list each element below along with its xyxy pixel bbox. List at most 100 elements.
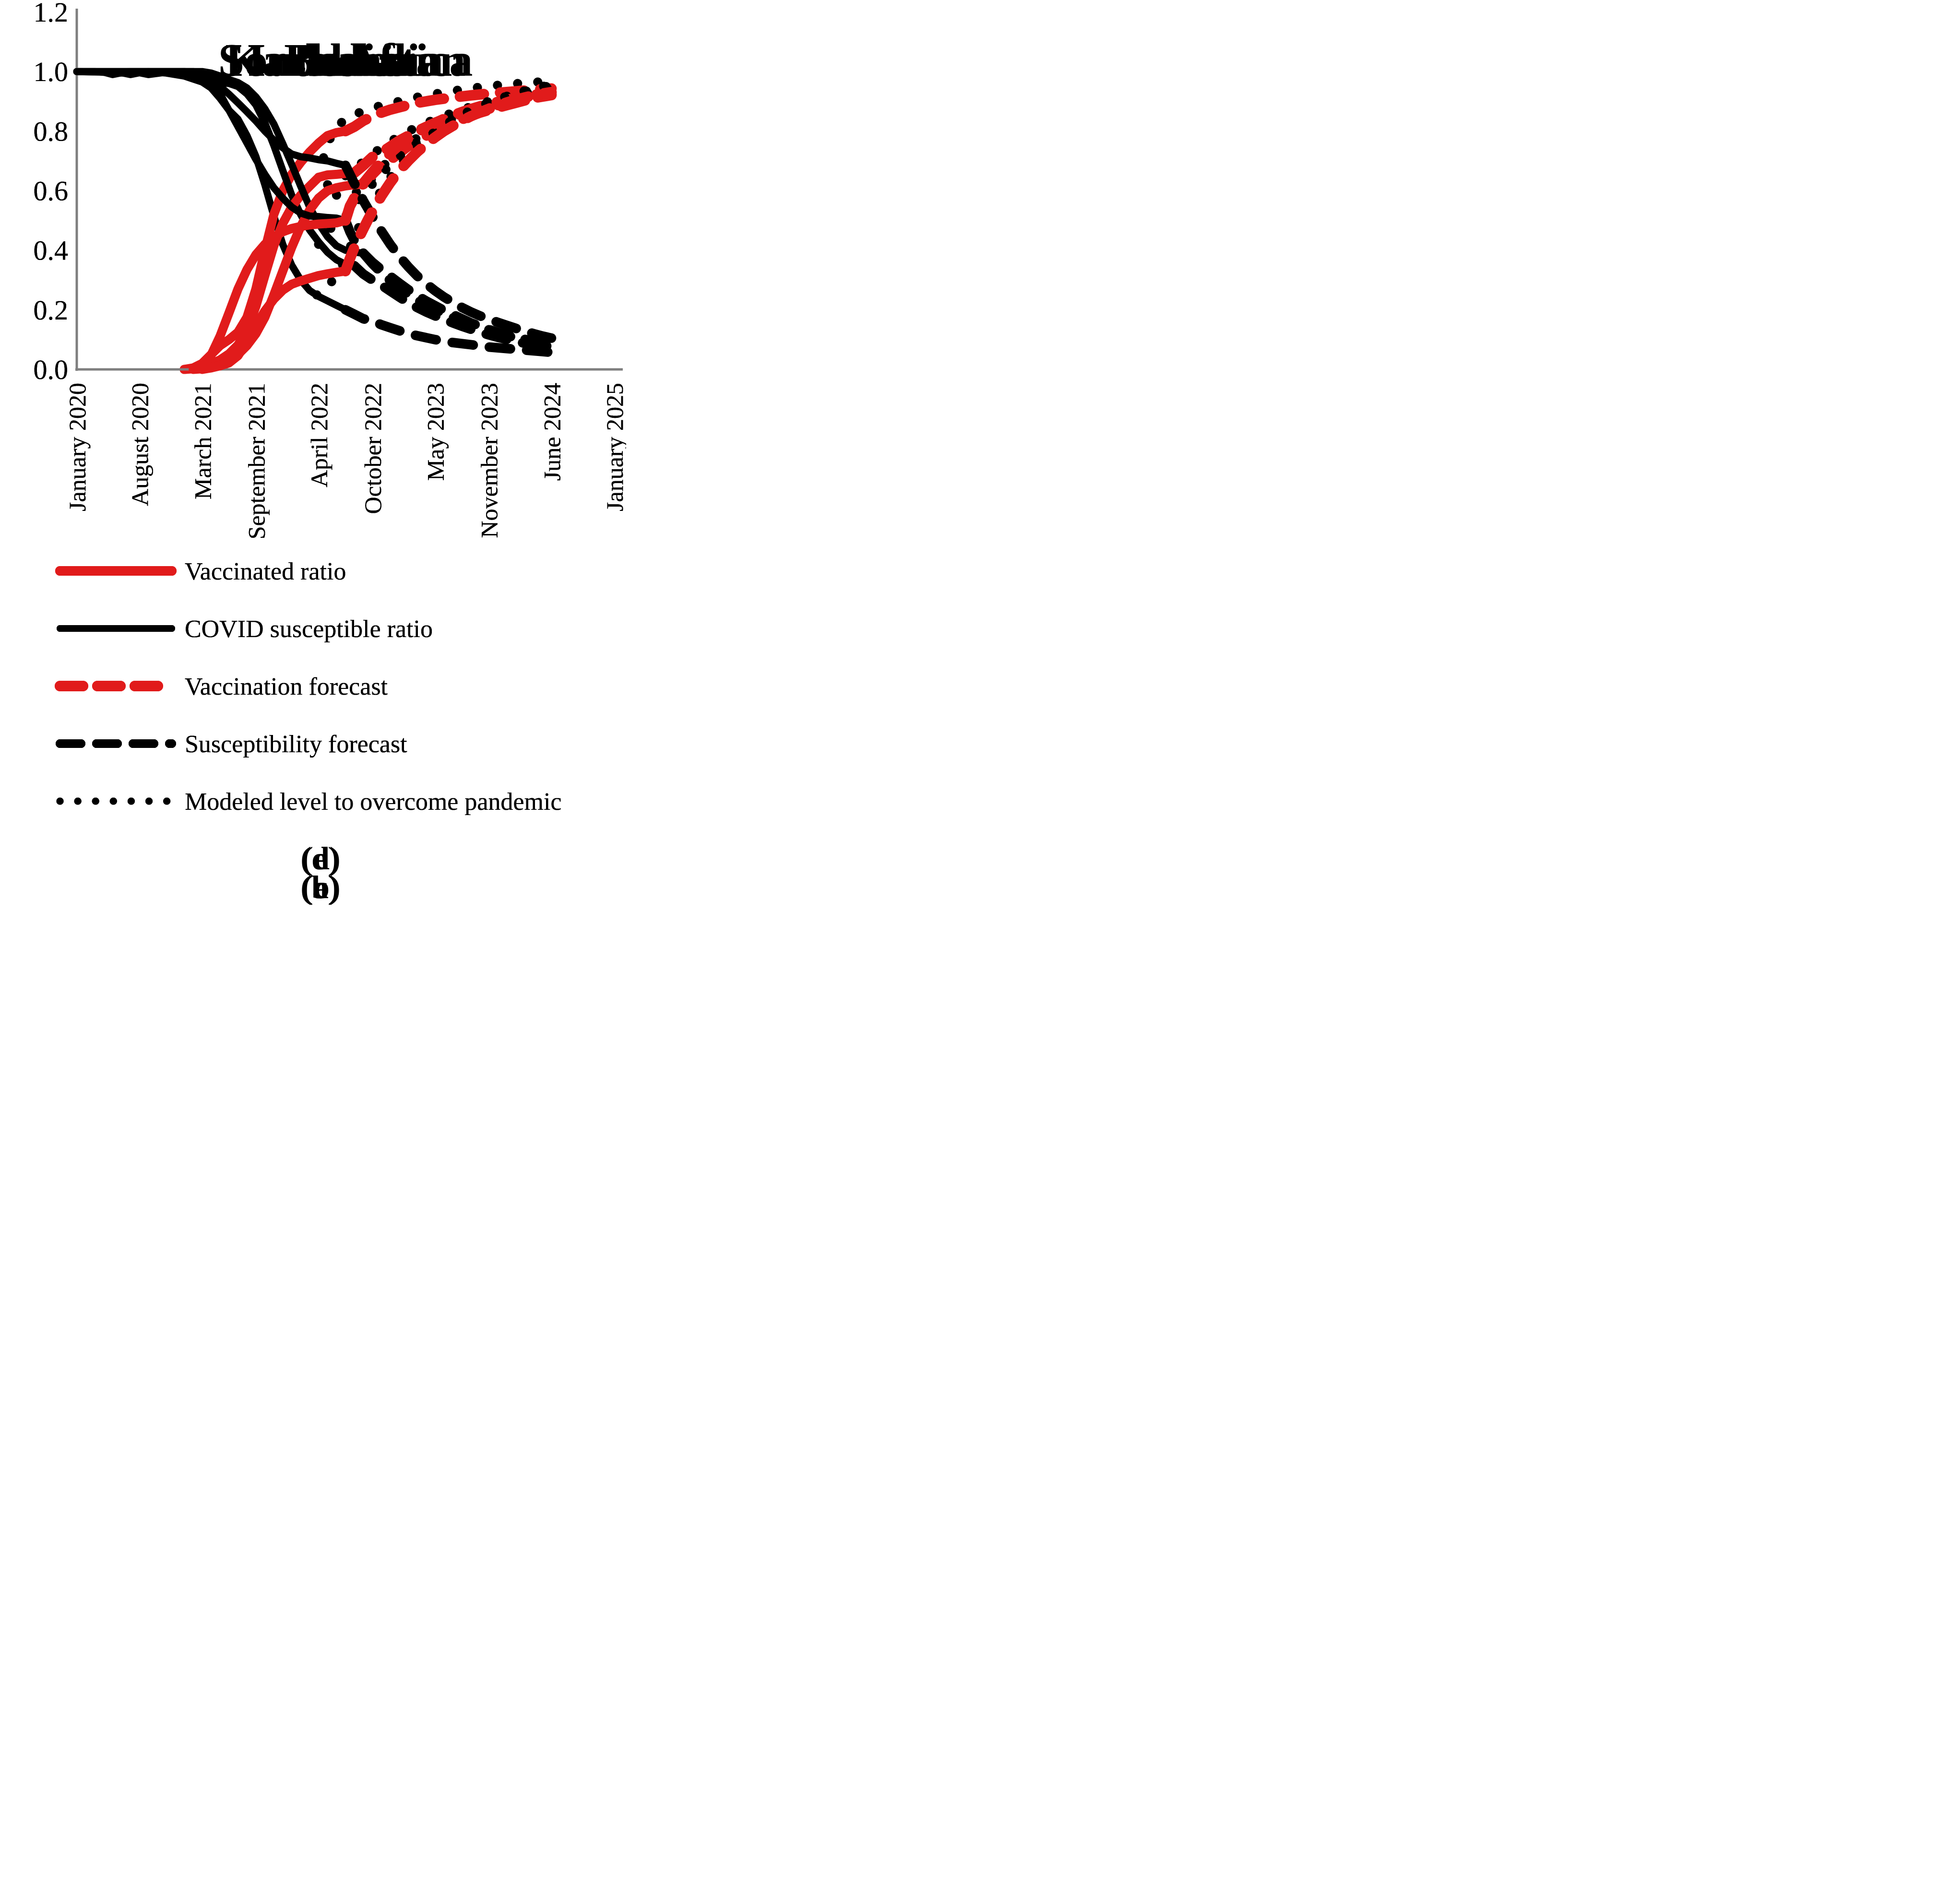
- x-tick-label: August 2020: [127, 383, 154, 506]
- x-tick-label: October 2022: [359, 383, 386, 514]
- y-tick-label: 0.4: [34, 235, 69, 266]
- chart-e: South Africa1.21.00.80.60.40.20.0January…: [34, 0, 629, 876]
- x-tick-label: August 2020: [127, 383, 154, 506]
- x-tick-label: August 2020: [127, 383, 154, 506]
- legend-label: Modeled level to overcome pandemic: [185, 788, 561, 816]
- legend-label: Vaccinated ratio: [185, 558, 346, 585]
- y-tick-label: 0.6: [34, 176, 69, 207]
- panel-label: (a): [301, 869, 339, 905]
- series-modeled: [314, 76, 556, 182]
- y-tick-label: 1.0: [34, 56, 69, 87]
- panel-label: (b): [300, 869, 340, 905]
- y-tick-label: 1.2: [34, 0, 69, 28]
- y-tick-label: 0.4: [34, 235, 69, 266]
- legend-label: Susceptibility forecast: [185, 731, 407, 758]
- y-tick-label: 1.0: [34, 56, 69, 87]
- y-tick-label: 0.8: [34, 116, 69, 147]
- y-tick-label: 0.0: [34, 354, 69, 385]
- y-tick-label: 0.6: [34, 176, 69, 207]
- x-tick-label: August 2020: [127, 383, 154, 506]
- y-tick-label: 0.8: [34, 116, 69, 147]
- x-tick-label: January 2025: [601, 383, 626, 511]
- y-tick-label: 0.0: [34, 354, 69, 385]
- y-tick-label: 1.0: [34, 56, 69, 87]
- x-tick-label: March 2021: [189, 383, 216, 499]
- x-tick-label: November 2023: [476, 383, 503, 538]
- x-tick-label: April 2022: [306, 383, 333, 487]
- y-tick-label: 0.6: [34, 176, 69, 207]
- series-vaccinated: [189, 266, 350, 374]
- legend-label: COVID susceptible ratio: [185, 616, 433, 643]
- y-tick-label: 0.0: [34, 354, 69, 385]
- y-tick-label: 0.6: [34, 176, 69, 207]
- legend-label: COVID susceptible ratio: [185, 616, 433, 643]
- x-tick-label: May 2023: [422, 383, 449, 481]
- x-tick-label: September 2021: [243, 383, 270, 539]
- x-tick-label: January 2025: [601, 383, 626, 511]
- x-tick-label: June 2024: [538, 383, 565, 481]
- y-tick-label: 0.4: [34, 235, 69, 266]
- legend-label: COVID susceptible ratio: [185, 616, 433, 643]
- y-tick-label: 1.0: [34, 56, 69, 87]
- legend-label: COVID susceptible ratio: [185, 616, 433, 643]
- panel-label: (c): [302, 869, 339, 905]
- y-tick-label: 0.8: [34, 116, 69, 147]
- x-tick-label: November 2023: [476, 383, 503, 538]
- y-tick-label: 0.4: [34, 235, 69, 266]
- chart-title: Kazakhstan: [225, 35, 465, 86]
- y-tick-label: 0.0: [34, 354, 69, 385]
- chart-title: Indonesia: [248, 35, 444, 86]
- legend-label: Modeled level to overcome pandemic: [185, 788, 561, 816]
- y-tick-label: 0.2: [34, 295, 69, 326]
- legend-label: Modeled level to overcome pandemic: [185, 788, 561, 816]
- y-tick-label: 1.2: [34, 0, 69, 28]
- legend-label: Vaccinated ratio: [185, 558, 346, 585]
- x-tick-label: June 2024: [538, 383, 565, 481]
- x-tick-label: June 2024: [538, 383, 565, 481]
- x-tick-label: January 2025: [601, 383, 626, 511]
- legend-label: Susceptibility forecast: [185, 731, 407, 758]
- x-tick-label: October 2022: [359, 383, 386, 514]
- y-tick-label: 0.6: [34, 176, 69, 207]
- x-tick-label: September 2021: [243, 383, 270, 539]
- x-tick-label: June 2024: [538, 383, 565, 481]
- legend-label: Modeled level to overcome pandemic: [185, 788, 561, 816]
- chart-block-indonesia: Indonesia 1.2 1.0 0.8 0.6 0.4 0.2 0.0 January 20…: [0, 0, 629, 936]
- x-tick-label: January 2020: [64, 383, 91, 511]
- y-tick-label: 0.2: [34, 295, 69, 326]
- x-tick-label: January 2020: [64, 383, 91, 511]
- series-susceptible: [73, 68, 349, 169]
- x-tick-label: May 2023: [422, 383, 449, 481]
- x-tick-label: September 2021: [243, 383, 270, 539]
- y-tick-label: 0.2: [34, 295, 69, 326]
- legend-label: Vaccination forecast: [185, 673, 388, 700]
- y-tick-label: 0.8: [34, 116, 69, 147]
- series-sus_forecast: [341, 215, 557, 349]
- y-tick-label: 1.2: [34, 0, 69, 28]
- y-tick-label: 0.0: [34, 354, 69, 385]
- x-tick-label: March 2021: [189, 383, 216, 499]
- x-tick-label: November 2023: [476, 383, 503, 538]
- y-tick-label: 1.0: [34, 56, 69, 87]
- x-tick-label: April 2022: [306, 383, 333, 487]
- x-tick-label: March 2021: [189, 383, 216, 499]
- legend-label: Vaccination forecast: [185, 673, 388, 700]
- x-tick-label: March 2021: [189, 383, 216, 499]
- series-vac_forecast: [340, 87, 557, 277]
- x-tick-label: September 2021: [243, 383, 270, 539]
- legend-label: Vaccination forecast: [185, 673, 388, 700]
- panel-label: (e): [302, 840, 339, 876]
- y-tick-label: 0.8: [34, 116, 69, 147]
- legend-label: Vaccination forecast: [185, 673, 388, 700]
- x-tick-label: January 2020: [64, 383, 91, 511]
- series-vaccinated: [179, 216, 350, 374]
- y-tick-label: 1.2: [34, 0, 69, 28]
- x-tick-label: April 2022: [306, 383, 333, 487]
- panel-label: (d): [300, 840, 340, 876]
- x-tick-label: April 2022: [306, 383, 333, 487]
- chart-block-south-africa: South Africa 1.2 1.0 0.8 0.6 0.4 0.2 0.0 January…: [0, 0, 629, 936]
- legend-label: Susceptibility forecast: [185, 731, 407, 758]
- y-tick-label: 0.2: [34, 295, 69, 326]
- y-tick-label: 0.4: [34, 235, 69, 266]
